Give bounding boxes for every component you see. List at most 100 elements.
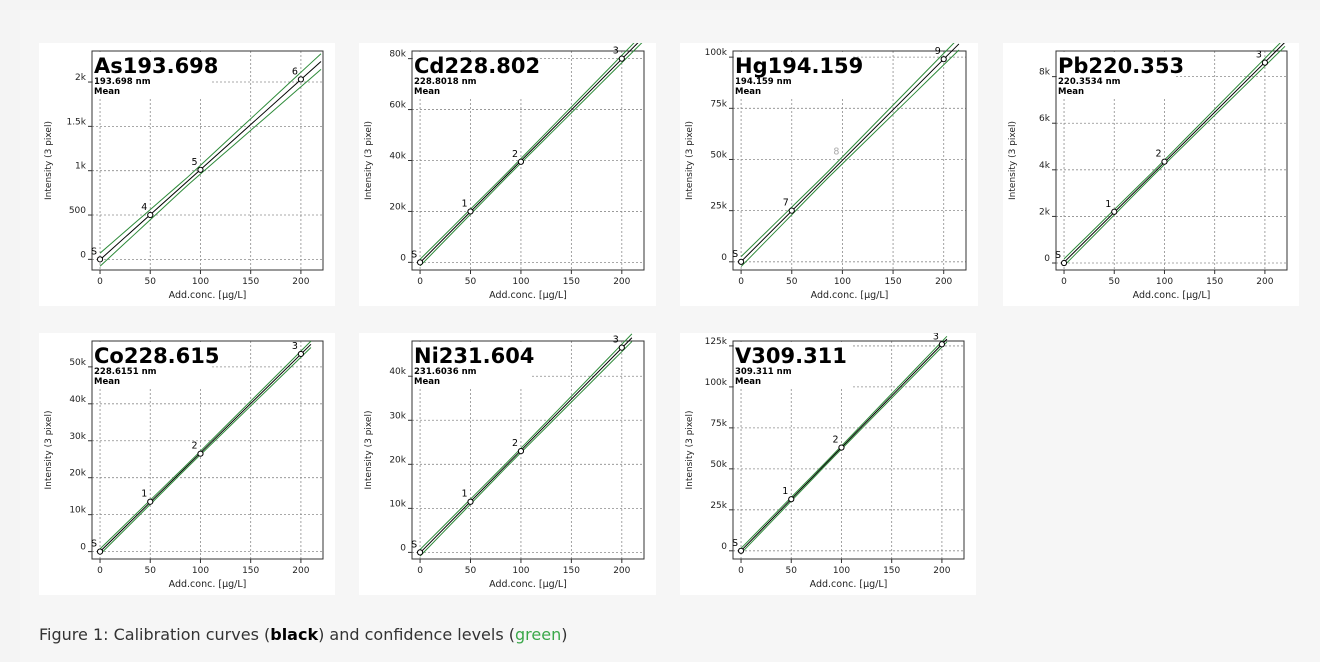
- data-point: [618, 55, 625, 62]
- y-tick-label: 20k: [69, 469, 86, 479]
- x-tick-label: 100: [834, 277, 851, 287]
- y-tick-label: 125k: [705, 337, 728, 347]
- x-tick-label: 150: [242, 277, 259, 287]
- caption-suffix: ): [561, 625, 568, 644]
- confidence-band-upper: [419, 333, 633, 550]
- x-axis-label: Add.conc. [µg/L]: [169, 290, 247, 301]
- confidence-band-upper: [1063, 43, 1281, 260]
- data-point: [517, 158, 525, 165]
- data-point: [1111, 208, 1118, 215]
- chart-title: V309.311: [735, 344, 847, 368]
- chart-cd-svg: 0 50 100 150 200 0 20k 40k 60k 80k Add.conc. [µg/L…: [364, 43, 645, 301]
- y-tick-label: 75k: [710, 99, 727, 109]
- y-tick-label: 6k: [1039, 114, 1051, 124]
- confidence-band-lower: [99, 347, 312, 555]
- chart-pb-svg: 0 50 100 150 200 0 2k 4k 6k 8k Add.conc. [µg/L] Int…: [1008, 43, 1288, 301]
- y-tick-label: 50k: [710, 460, 727, 470]
- confidence-band-upper: [99, 53, 322, 254]
- chart-mode: Mean: [94, 377, 120, 387]
- data-point-label: 2: [512, 149, 518, 160]
- x-axis-label: Add.conc. [µg/L]: [1133, 290, 1211, 301]
- data-point-label: 2: [1155, 149, 1161, 160]
- calibration-curve: [419, 43, 639, 263]
- data-point: [197, 450, 204, 457]
- x-tick-label: 50: [145, 277, 157, 287]
- data-point-label: 7: [783, 198, 789, 209]
- data-point-label: 3: [933, 333, 939, 342]
- data-point: [788, 496, 795, 503]
- data-point-label: S: [411, 249, 417, 260]
- x-tick-label: 150: [884, 277, 901, 287]
- title-backdrop: [734, 342, 852, 388]
- y-tick-label: 30k: [389, 411, 406, 421]
- y-tick-label: 1.5k: [66, 117, 86, 127]
- chart-wavelength: 309.311 nm: [735, 367, 792, 377]
- x-tick-label: 200: [933, 566, 950, 576]
- x-tick-label: 200: [935, 277, 952, 287]
- y-tick-label: 10k: [69, 506, 86, 516]
- data-point: [938, 341, 946, 348]
- data-point-label: 3: [613, 335, 619, 346]
- data-point-label: 6: [292, 66, 298, 77]
- chart-title: Co228.615: [94, 344, 220, 368]
- chart-pb: 0 50 100 150 200 0 2k 4k 6k 8k Add.conc. [µg/L] Int…: [1003, 43, 1299, 306]
- confidence-band-upper: [740, 335, 948, 549]
- y-tick-label: 100k: [705, 48, 728, 58]
- data-point: [1261, 59, 1269, 66]
- x-tick-label: 150: [242, 566, 259, 576]
- y-tick-label: 0: [80, 543, 86, 553]
- title-backdrop: [413, 52, 531, 98]
- data-point-label: 8: [833, 146, 839, 157]
- chart-v-svg: 0 50 100 150 200 0 25k 50k 75k 100k 125k Add.conc. …: [685, 333, 965, 590]
- y-tick-label: 0: [400, 543, 406, 553]
- x-tick-label: 200: [613, 277, 630, 287]
- data-point: [1161, 158, 1168, 165]
- data-point-label: 1: [1105, 199, 1111, 210]
- x-axis-label: Add.conc. [µg/L]: [489, 290, 567, 301]
- y-tick-label: 30k: [69, 432, 86, 442]
- y-tick-label: 2k: [1039, 207, 1051, 217]
- data-point-label: S: [1055, 250, 1061, 261]
- data-point-label: 1: [782, 486, 788, 497]
- y-axis-label: Intensity (3 pixel): [685, 121, 695, 200]
- chart-title: Hg194.159: [735, 54, 863, 78]
- x-tick-label: 0: [738, 566, 744, 576]
- x-tick-label: 0: [1061, 277, 1067, 287]
- chart-wavelength: 228.6151 nm: [94, 367, 157, 377]
- chart-as-svg: 0 50 100 150 200 0 500 1k 1.5k 2k Add.conc. [µg/L]…: [44, 50, 324, 301]
- data-point: [96, 548, 104, 555]
- confidence-band-upper: [99, 340, 312, 550]
- x-tick-label: 50: [465, 566, 477, 576]
- y-tick-label: 50k: [710, 150, 727, 160]
- data-point-label: 5: [191, 157, 197, 168]
- chart-mode: Mean: [1058, 87, 1084, 97]
- chart-mode: Mean: [94, 87, 120, 97]
- x-tick-label: 100: [192, 566, 209, 576]
- x-tick-label: 200: [613, 566, 630, 576]
- calibration-curve: [419, 337, 633, 554]
- chart-v: 0 50 100 150 200 0 25k 50k 75k 100k 125k Add.conc. …: [680, 333, 976, 595]
- confidence-band-lower: [99, 68, 322, 267]
- data-point: [1060, 259, 1068, 267]
- y-tick-label: 25k: [710, 202, 727, 212]
- data-point-label: 1: [141, 489, 147, 500]
- chart-title: Pb220.353: [1058, 54, 1184, 78]
- y-tick-label: 8k: [1039, 68, 1051, 78]
- chart-co: 0 50 100 150 200 0 10k 20k 30k 40k 50k Add.conc. [µ…: [39, 333, 335, 595]
- x-tick-label: 200: [292, 277, 309, 287]
- chart-wavelength: 220.3534 nm: [1058, 77, 1121, 87]
- x-tick-label: 150: [1206, 277, 1223, 287]
- data-point: [416, 259, 424, 266]
- x-tick-label: 50: [145, 566, 157, 576]
- confidence-band-lower: [740, 49, 960, 267]
- data-point-label: 3: [292, 341, 298, 352]
- title-backdrop: [1057, 52, 1175, 98]
- data-point: [297, 76, 305, 83]
- y-tick-label: 40k: [389, 152, 406, 162]
- title-backdrop: [734, 52, 852, 98]
- x-tick-label: 0: [97, 277, 103, 287]
- chart-wavelength: 194.159 nm: [735, 77, 792, 87]
- x-tick-label: 50: [786, 566, 798, 576]
- chart-title: As193.698: [94, 54, 218, 78]
